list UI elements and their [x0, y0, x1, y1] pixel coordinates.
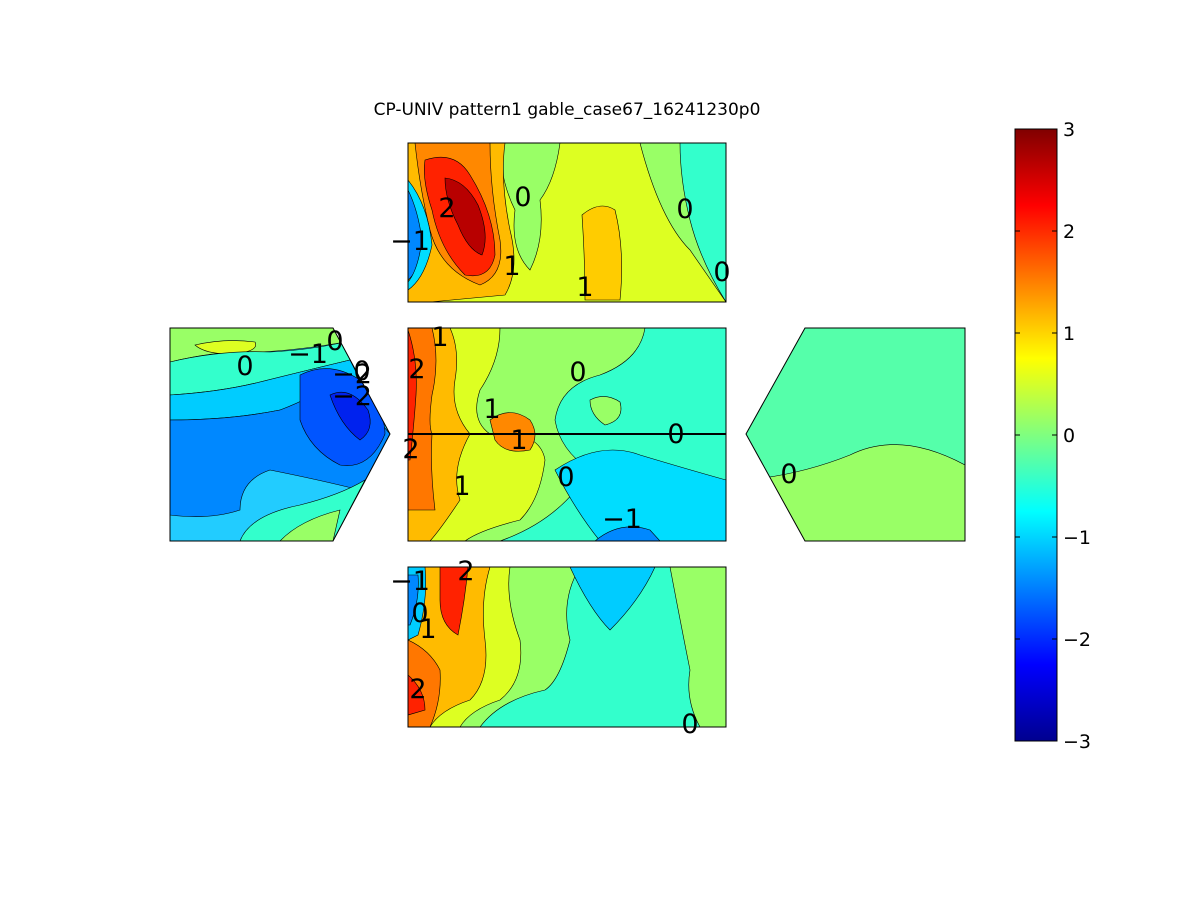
bottom-green-right — [669, 567, 726, 727]
center-cyan-lower — [554, 449, 726, 541]
center-blue-lower — [594, 526, 661, 541]
contour-label: −2 — [332, 381, 372, 412]
contour-label: 0 — [569, 357, 586, 388]
contour-label: −1 — [390, 566, 430, 597]
contour-label: 1 — [483, 394, 500, 425]
contour-label: 2 — [409, 674, 426, 705]
bottom-cyan-blob — [569, 567, 656, 631]
contour-labels-bottom: −1 2 0 1 2 0 — [390, 556, 699, 740]
bottom-blue-edge — [408, 574, 419, 626]
contour-labels-center: 1 2 0 1 1 0 2 1 0 −1 — [402, 322, 684, 535]
contour-label: 1 — [576, 272, 593, 303]
top-lightgreen-mid — [499, 143, 561, 271]
contour-label: 2 — [408, 354, 425, 385]
contour-label: 1 — [419, 614, 436, 645]
left-frame — [169, 327, 391, 542]
colorbar-tick-label: −1 — [1063, 527, 1091, 549]
contour-labels-top: 2 0 0 −1 1 0 1 — [390, 182, 731, 303]
contour-label: 0 — [353, 356, 370, 387]
chart-title: CP-UNIV pattern1 gable_case67_16241230p0 — [374, 100, 761, 120]
top-frame — [407, 142, 727, 303]
bottom-frame — [407, 566, 727, 728]
center-red-edge — [408, 329, 417, 461]
colorbar-tick-label: 0 — [1063, 425, 1075, 447]
bottom-red-edge — [408, 674, 426, 716]
contour-label: 0 — [667, 419, 684, 450]
panel-top-roof — [408, 143, 726, 302]
contour-label: 1 — [503, 251, 520, 282]
right-frame — [745, 327, 966, 542]
panel-left-gable — [170, 328, 390, 541]
contour-label: −2 — [332, 359, 372, 390]
right-green-lower — [746, 444, 965, 541]
contour-label: 0 — [411, 598, 428, 629]
contour-label: −1 — [602, 504, 642, 535]
left-blue-darkest — [329, 391, 371, 441]
contour-label: 0 — [713, 257, 730, 288]
center-orange-blob — [489, 412, 536, 452]
top-cyan-edge — [408, 179, 433, 291]
contour-labels-right: 0 — [780, 459, 797, 490]
contour-labels-left: 0 −1 0 −2 −2 0 — [236, 326, 372, 412]
contour-label: 2 — [438, 193, 455, 224]
colorbar: 3 2 1 0 −1 −2 −3 — [1014, 119, 1091, 753]
colorbar-gradient — [1014, 128, 1058, 742]
contour-label: 2 — [402, 434, 419, 465]
contour-label: 1 — [431, 322, 448, 353]
colorbar-tick-label: −2 — [1063, 629, 1091, 651]
contour-label: 0 — [557, 462, 574, 493]
bottom-red-top — [439, 567, 469, 636]
colorbar-ticks: 3 2 1 0 −1 −2 −3 — [1015, 119, 1091, 753]
contour-label: 1 — [510, 425, 527, 456]
panel-bottom-roof — [408, 567, 726, 727]
panel-right-gable — [746, 328, 965, 541]
contour-label: 1 — [453, 471, 470, 502]
contour-label: 0 — [326, 326, 343, 357]
top-cyan-right — [679, 143, 726, 302]
left-yellow-blob — [194, 340, 256, 355]
contour-label: −1 — [390, 226, 430, 257]
colorbar-tick-label: 1 — [1063, 323, 1075, 345]
contour-label: −1 — [288, 339, 328, 370]
contour-label: 0 — [236, 351, 253, 382]
colorbar-tick-label: 3 — [1063, 119, 1075, 141]
contour-label: 0 — [676, 194, 693, 225]
center-green-spot — [589, 396, 622, 426]
top-darkred — [444, 177, 486, 256]
left-lightgreen-bottom — [279, 509, 341, 541]
colorbar-tick-label: 2 — [1063, 221, 1075, 243]
contour-label: 0 — [514, 182, 531, 213]
top-orange-blob — [581, 205, 622, 301]
contour-label: 0 — [780, 459, 797, 490]
contour-label: 2 — [457, 556, 474, 587]
colorbar-tick-label: −3 — [1063, 731, 1091, 753]
contour-label: 0 — [681, 709, 698, 740]
